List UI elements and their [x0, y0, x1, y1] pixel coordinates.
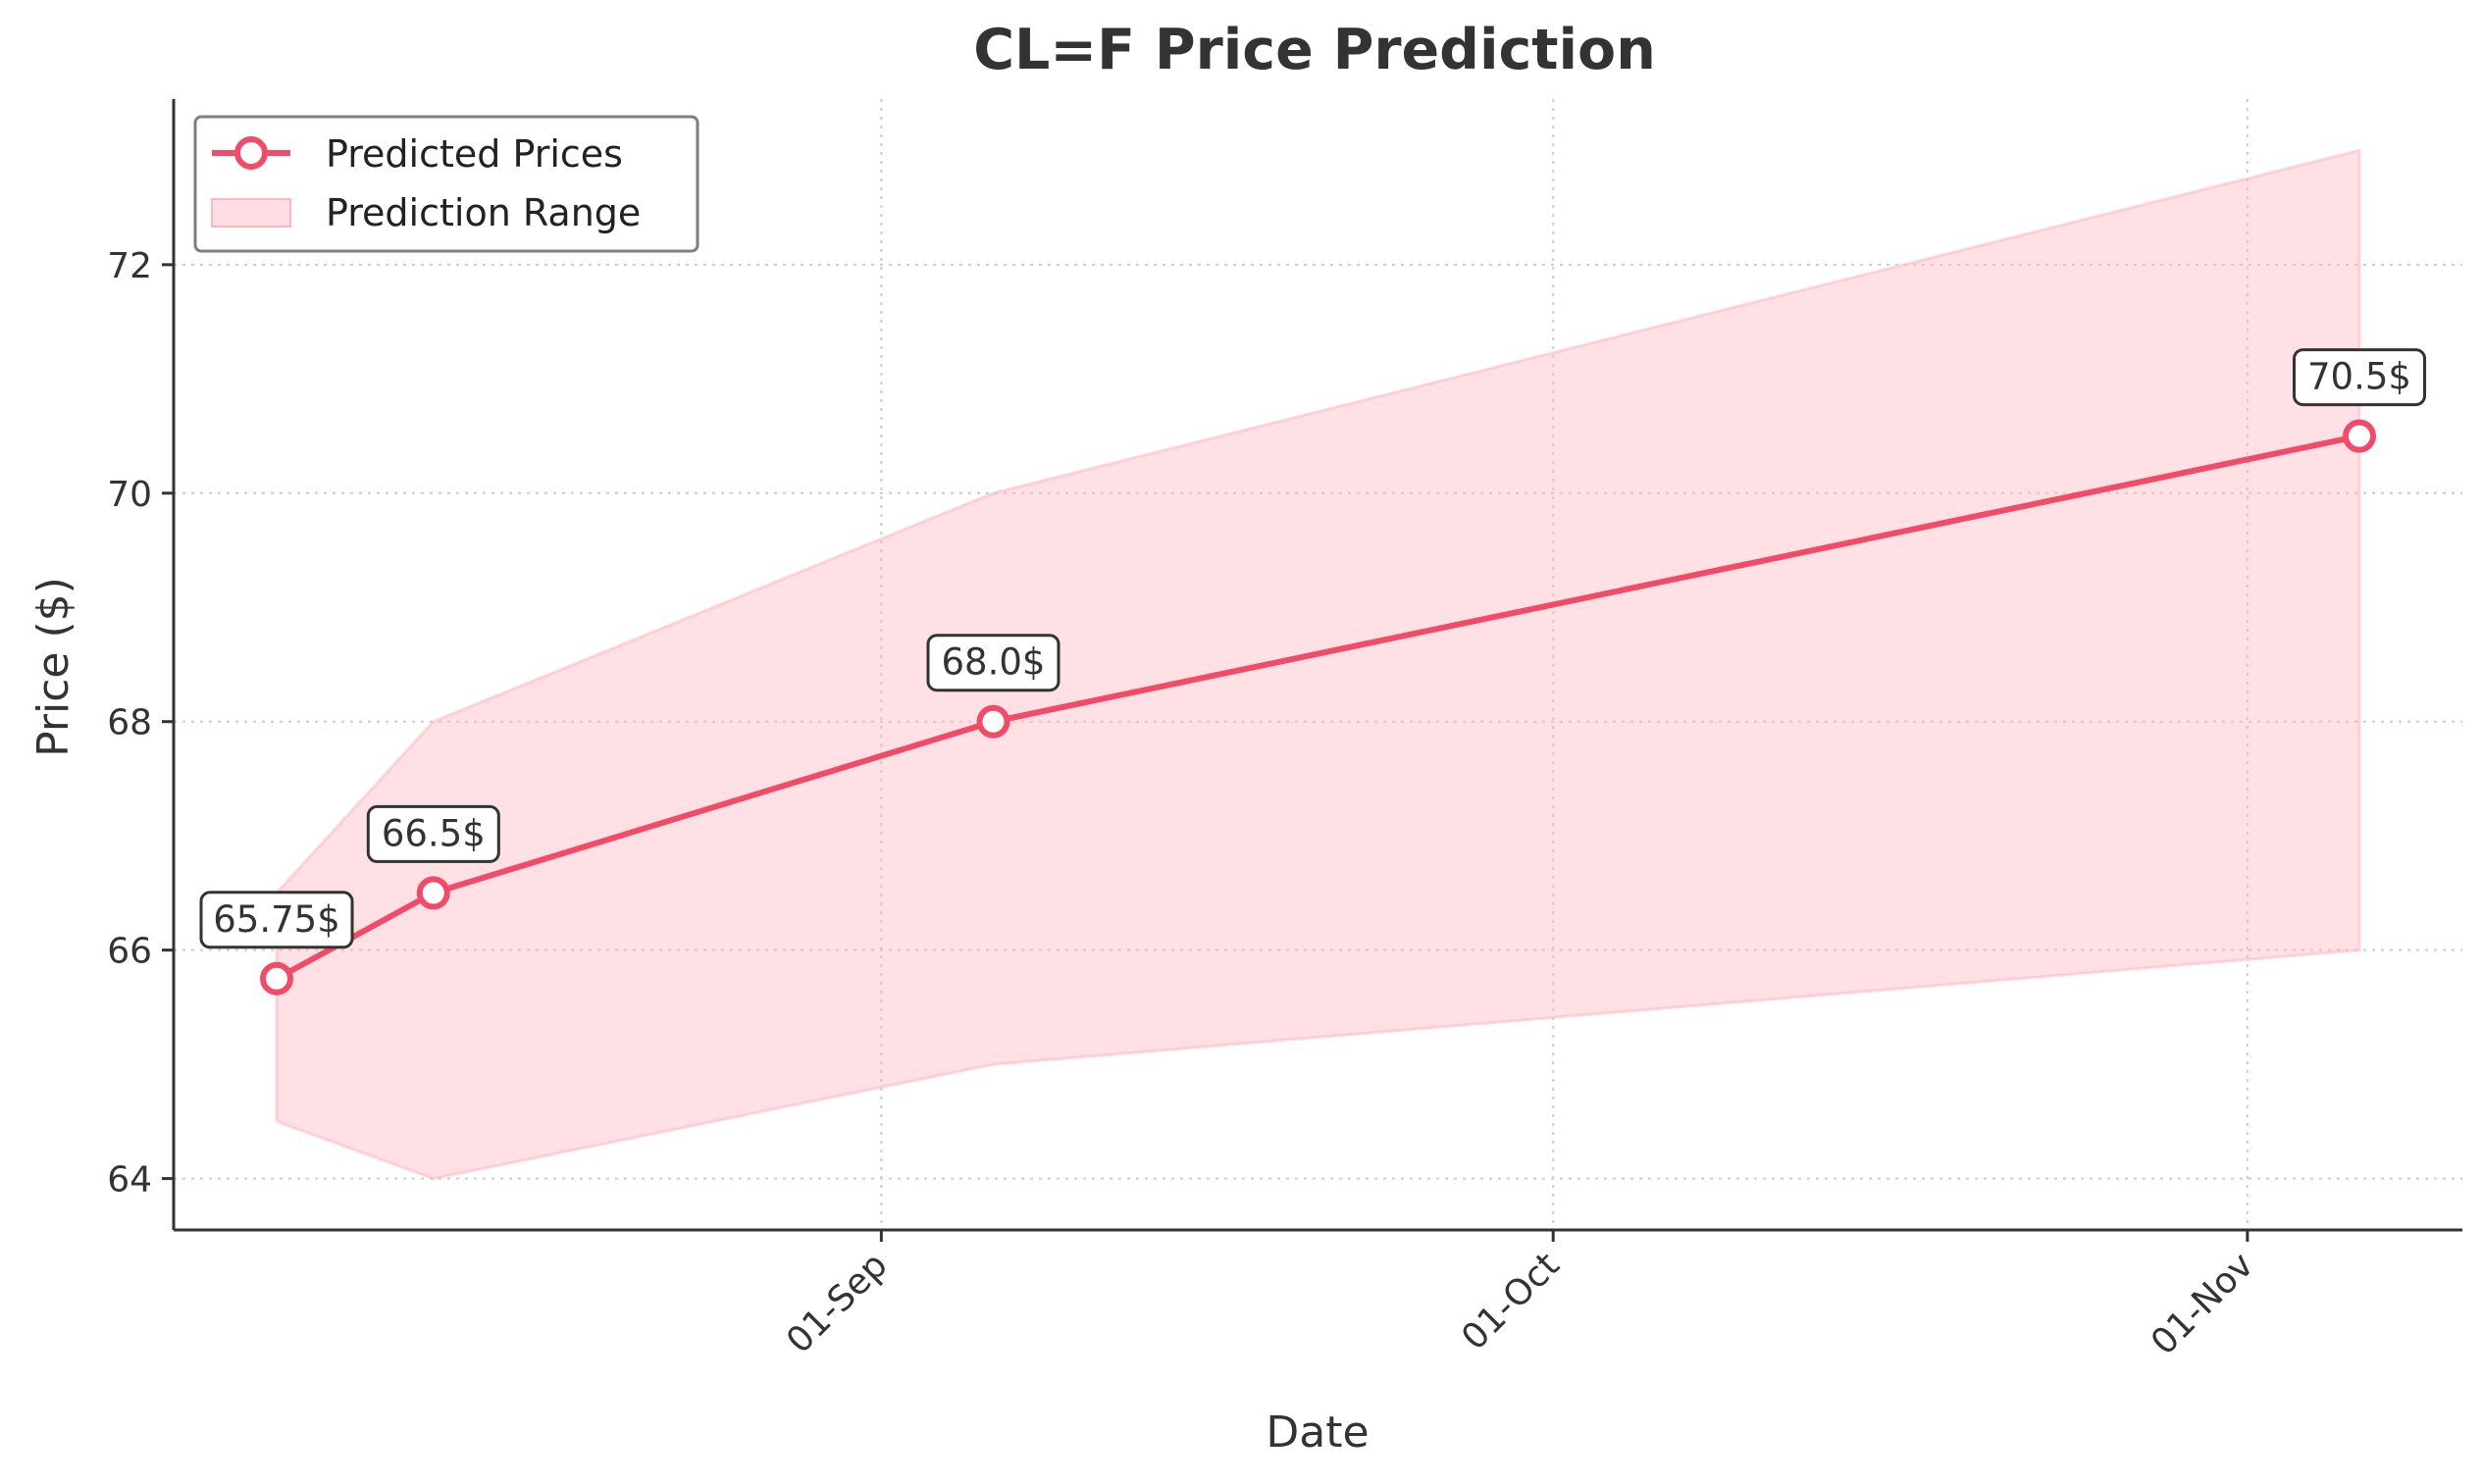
data-label-box: [366, 804, 500, 863]
y-tick-label: 64: [107, 1160, 152, 1201]
data-label-text: 68.0$: [942, 641, 1046, 684]
y-tick-label: 72: [107, 246, 152, 286]
data-label: 70.5$: [2292, 348, 2426, 407]
y-axis-label: Price ($): [28, 577, 78, 757]
data-label-text: 70.5$: [2307, 356, 2411, 398]
y-tick-label: 70: [107, 475, 152, 515]
legend-label-predicted-prices: Predicted Prices: [326, 132, 623, 176]
line-layer: [274, 433, 2362, 982]
data-label: 65.75$: [199, 891, 354, 949]
predicted-prices-line: [274, 433, 2362, 982]
marker-layer: [260, 419, 2376, 996]
legend-box: [193, 115, 699, 253]
data-label-text: 66.5$: [382, 812, 486, 854]
data-label-box: [926, 634, 1060, 692]
range-layer: [275, 148, 2361, 1181]
legend-range-swatch: [211, 198, 291, 228]
y-tick-label: 68: [107, 703, 152, 743]
y-axis-ticks: 64 66 68 70 72: [107, 246, 174, 1201]
legend-marker-swatch: [234, 136, 268, 170]
data-label: 66.5$: [366, 804, 500, 863]
legend: Predicted Prices Prediction Range: [193, 115, 699, 253]
data-label-box: [199, 891, 354, 949]
data-point-marker: [976, 704, 1010, 739]
chart-title: CL=F Price Prediction: [973, 18, 1656, 82]
data-point-marker: [2342, 419, 2376, 453]
legend-label-prediction-range: Prediction Range: [326, 191, 641, 234]
data-point-marker: [260, 961, 294, 996]
data-label: 68.0$: [926, 634, 1060, 692]
label-layer: 65.75$ 66.5$ 68.0$ 70.5$: [199, 348, 2426, 949]
data-label-box: [2292, 348, 2426, 407]
prediction-range-band: [275, 148, 2361, 1181]
y-tick-label: 66: [107, 932, 152, 972]
data-point-marker: [416, 876, 450, 910]
x-axis-label: Date: [1266, 1407, 1369, 1458]
data-label-text: 65.75$: [213, 898, 339, 941]
